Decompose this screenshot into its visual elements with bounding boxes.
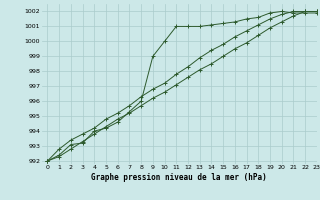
X-axis label: Graphe pression niveau de la mer (hPa): Graphe pression niveau de la mer (hPa)	[91, 173, 267, 182]
